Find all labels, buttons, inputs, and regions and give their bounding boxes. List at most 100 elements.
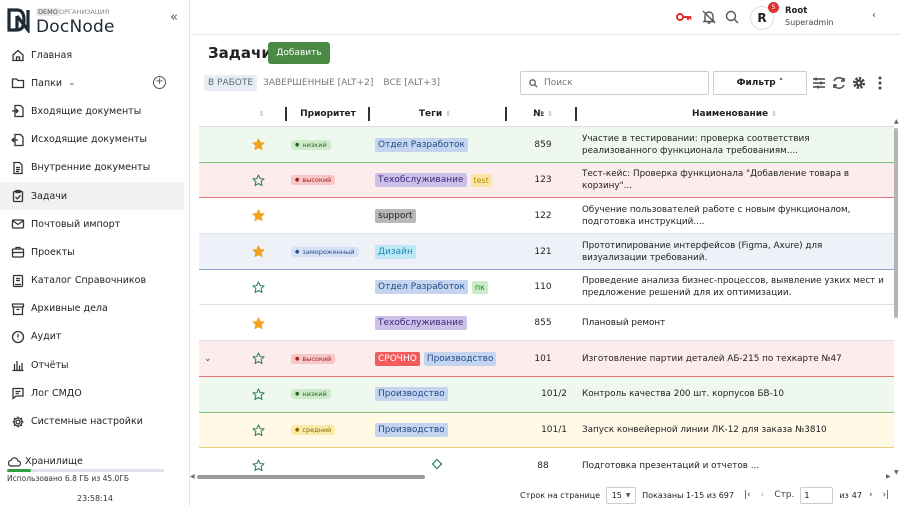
sidebar-item-6[interactable]: Почтовый импорт xyxy=(0,210,190,238)
key-icon[interactable] xyxy=(676,9,692,25)
task-name[interactable]: Участие в тестировании: проверка соответ… xyxy=(582,133,810,156)
horizontal-scrollbar[interactable] xyxy=(197,475,425,479)
tags-header[interactable]: Теги ⇕ xyxy=(418,109,452,119)
rows-per-page-select[interactable]: 15 ▼ xyxy=(606,486,637,504)
task-name[interactable]: Тест-кейс: Проверка функционала "Добавле… xyxy=(582,169,850,192)
star-filled-icon[interactable] xyxy=(251,198,265,233)
tab-2[interactable]: ВСЕ [ALT+3] xyxy=(383,78,441,88)
sidebar-item-5[interactable]: Задачи xyxy=(0,181,184,211)
table-row[interactable]: замороженный Дизайн 121 Прототипирование ин… xyxy=(199,234,894,270)
sidebar-item-1[interactable]: Папки ⌄ + xyxy=(0,69,190,97)
gear-icon[interactable] xyxy=(851,75,867,91)
tag-chip[interactable]: test xyxy=(470,173,492,187)
tag-chip[interactable]: support xyxy=(375,208,416,223)
name-header[interactable]: Наименование ⇕ xyxy=(691,109,778,119)
page-number-input[interactable] xyxy=(800,486,834,504)
tag-chip[interactable]: Техобслуживание xyxy=(375,316,467,330)
number-header[interactable]: № ⇕ xyxy=(533,109,553,119)
star-outline-icon[interactable] xyxy=(251,377,265,412)
sliders-icon[interactable] xyxy=(811,75,827,91)
sidebar-item-11[interactable]: Отчёты xyxy=(0,351,190,379)
bell-off-icon[interactable] xyxy=(701,9,717,25)
table-row[interactable]: 88 Подготовка презентаций и отчетов ... xyxy=(199,448,894,475)
sidebar-item-8[interactable]: Каталог Справочников xyxy=(0,267,190,295)
sidebar-item-9[interactable]: Архивные дела xyxy=(0,295,190,323)
column-divider[interactable] xyxy=(285,107,287,121)
sidebar-item-2[interactable]: Входящие документы xyxy=(0,97,190,125)
vertical-scrollbar[interactable] xyxy=(894,128,898,318)
column-divider[interactable] xyxy=(505,107,507,121)
tag-chip[interactable]: Техобслуживание xyxy=(375,173,467,188)
star-outline-icon[interactable] xyxy=(251,413,265,448)
star-outline-icon[interactable] xyxy=(251,448,265,475)
sidebar-item-4[interactable]: Внутренние документы xyxy=(0,154,190,182)
tag-chip[interactable]: Отдел Разработок xyxy=(375,137,468,152)
scroll-right-icon[interactable]: ▶ xyxy=(886,473,891,480)
search-input[interactable] xyxy=(544,78,704,88)
table-row[interactable]: низкий Производство 101/2 Контроль качества… xyxy=(199,376,894,413)
refresh-icon[interactable] xyxy=(831,75,847,91)
sidebar-item-0[interactable]: Главная xyxy=(0,41,190,69)
priority-header[interactable]: Приоритет xyxy=(300,109,356,119)
tag-chip[interactable]: пк xyxy=(471,280,488,294)
table-row[interactable]: support 122 Обучение пользователей работе … xyxy=(199,198,894,235)
tab-1[interactable]: ЗАВЕРШЕННЫЕ [ALT+2] xyxy=(263,78,374,88)
last-page-icon[interactable]: ›| xyxy=(882,490,890,500)
task-name[interactable]: Изготовление партии деталей АБ-215 по те… xyxy=(582,353,842,364)
star-filled-icon[interactable] xyxy=(251,234,265,269)
tag-icon[interactable] xyxy=(431,458,443,473)
tag-chip[interactable]: Отдел Разработок xyxy=(375,280,468,295)
double-chevron-left-icon[interactable]: « xyxy=(170,10,178,25)
sidebar-item-3[interactable]: Исходящие документы xyxy=(0,126,190,154)
table-row[interactable]: Отдел Разработок пк 110 Проведение анализа … xyxy=(199,270,894,306)
star-filled-icon[interactable] xyxy=(251,127,265,162)
task-name[interactable]: Проведение анализа бизнес-процессов, выя… xyxy=(582,276,884,299)
expand-row-icon[interactable]: ⌄ xyxy=(204,353,212,364)
table-row[interactable]: средний Производство 101/1 Запуск конвейерн… xyxy=(199,412,894,449)
scroll-left-icon[interactable]: ◀ xyxy=(190,473,195,480)
star-filled-icon[interactable] xyxy=(251,306,265,341)
add-folder-icon[interactable]: + xyxy=(153,76,166,90)
tag-chip[interactable]: Дизайн xyxy=(375,244,416,259)
column-divider[interactable] xyxy=(368,107,370,121)
tag-chip[interactable]: Производство xyxy=(423,351,497,366)
tag-chip[interactable]: Производство xyxy=(375,387,448,402)
tag-chip[interactable]: Производство xyxy=(375,423,448,438)
column-divider[interactable] xyxy=(575,107,577,121)
table-row[interactable]: низкий Отдел Разработок 859 Участие в тести… xyxy=(199,127,894,163)
avatar[interactable]: R xyxy=(750,6,774,30)
sidebar-item-7[interactable]: Проекты xyxy=(0,238,190,266)
chevron-down-icon[interactable]: ⌄ xyxy=(68,78,76,89)
next-page-icon[interactable]: › xyxy=(868,490,873,500)
sidebar-item-10[interactable]: Аудит xyxy=(0,323,190,351)
filter-button[interactable]: Фильтр ˄ xyxy=(713,71,807,95)
first-page-icon[interactable]: |‹ xyxy=(743,490,751,500)
star-outline-icon[interactable] xyxy=(251,270,265,305)
task-name[interactable]: Плановый ремонт xyxy=(582,318,666,328)
chevron-left-icon[interactable]: ‹ xyxy=(872,10,876,21)
tag-chip[interactable]: СРОЧНО xyxy=(375,351,420,366)
sidebar-item-13[interactable]: Системные настройки xyxy=(0,407,190,435)
tab-0[interactable]: В РАБОТЕ xyxy=(204,75,258,91)
more-vertical-icon[interactable] xyxy=(872,75,888,91)
task-name[interactable]: Обучение пользователей работе с новым фу… xyxy=(582,204,851,227)
task-name[interactable]: Запуск конвейерной линии ЛК-12 для заказ… xyxy=(582,425,827,436)
user-name[interactable]: Root xyxy=(785,6,808,16)
task-name[interactable]: Контроль качества 200 шт. корпусов БВ-10 xyxy=(582,389,784,400)
brand-logo[interactable]: DEMO ОРГАНИЗАЦИЯ DocNode xyxy=(6,5,186,37)
star-outline-icon[interactable] xyxy=(251,341,265,376)
task-name[interactable]: Прототипирование интерфейсов (Figma, Axu… xyxy=(582,240,823,263)
sidebar-item-12[interactable]: Лог СМДО xyxy=(0,379,190,407)
table-row[interactable]: Техобслуживание 855 Плановый ремонт xyxy=(199,306,894,342)
add-task-button[interactable]: Добавить xyxy=(268,42,330,64)
star-outline-icon[interactable] xyxy=(251,163,265,198)
prev-page-icon[interactable]: ‹ xyxy=(760,490,765,500)
search-box[interactable] xyxy=(520,71,709,95)
scroll-down-icon[interactable]: ▼ xyxy=(894,469,899,476)
task-name[interactable]: Подготовка презентаций и отчетов ... xyxy=(582,460,760,471)
star-sort-header[interactable]: ⇕ xyxy=(258,110,265,118)
search-icon[interactable] xyxy=(724,9,740,25)
scroll-up-icon[interactable]: ▲ xyxy=(894,118,899,125)
